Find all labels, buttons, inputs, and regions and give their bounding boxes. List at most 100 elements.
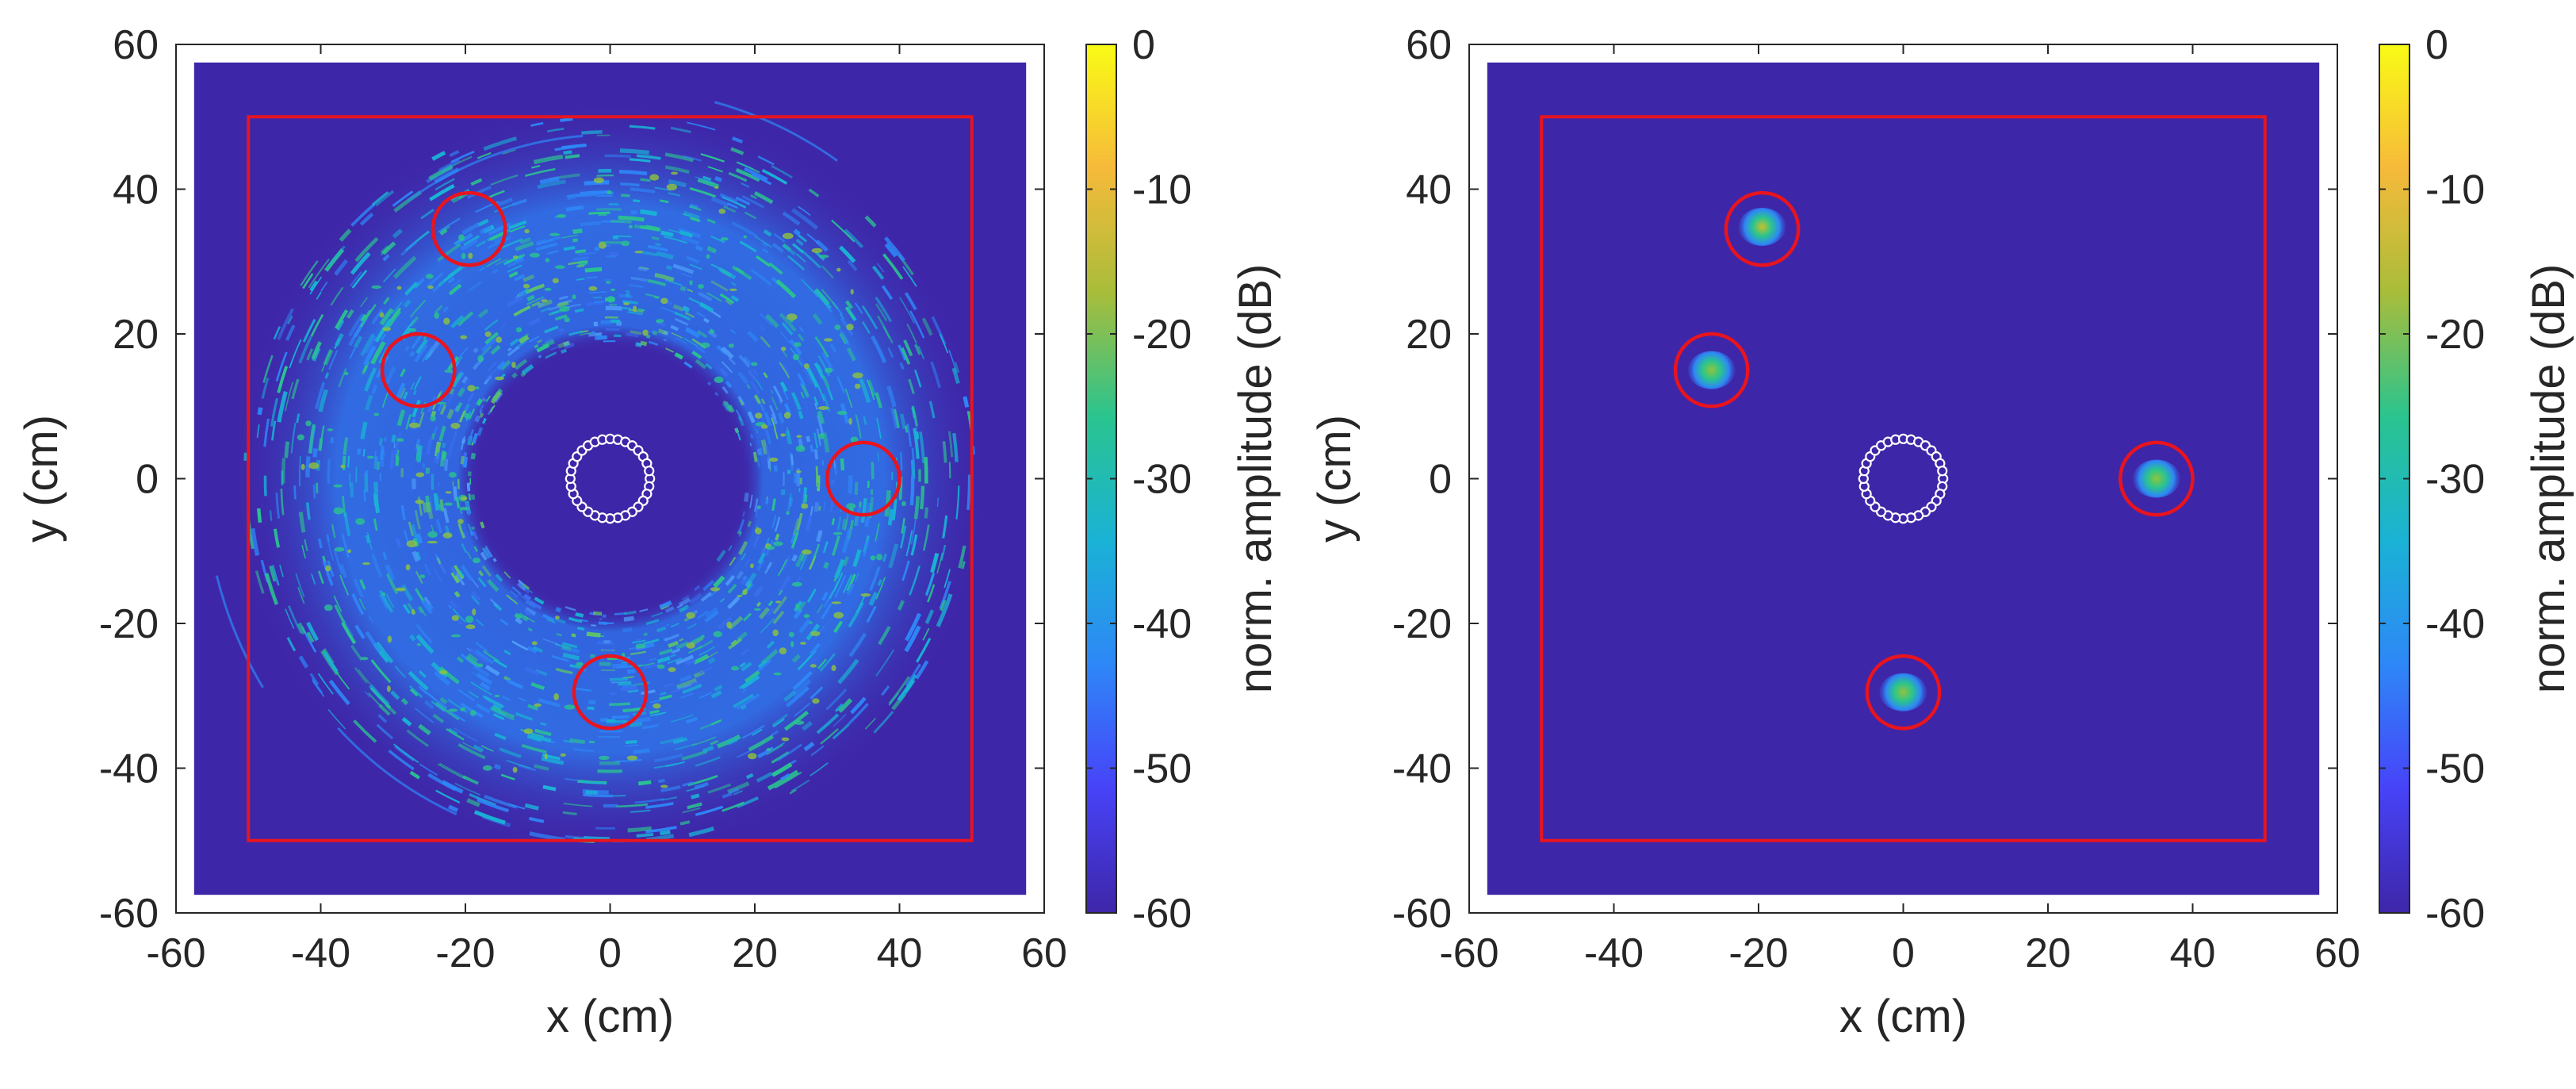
- speckle-arc: [404, 345, 411, 352]
- speckle-arc: [569, 738, 585, 744]
- speckle-arc: [909, 565, 921, 596]
- speckle-arc: [551, 654, 569, 662]
- speckle-arc: [449, 388, 455, 395]
- speckle-arc: [875, 392, 882, 408]
- speckle-arc: [767, 600, 774, 607]
- speckle-arc: [710, 197, 729, 208]
- speckle-arc: [645, 619, 660, 626]
- speckle-arc: [722, 792, 733, 799]
- speckle-arc: [534, 596, 545, 605]
- speckle-arc: [772, 610, 785, 625]
- speckle-bright: [848, 417, 852, 425]
- speckle-arc: [358, 598, 366, 611]
- speckle-arc: [552, 310, 560, 315]
- speckle-arc: [566, 193, 584, 197]
- speckle-arc: [630, 650, 646, 655]
- speckle-arc: [374, 190, 395, 207]
- speckle-arc: [832, 723, 850, 740]
- speckle-arc: [475, 641, 488, 653]
- speckle-arc: [699, 719, 722, 730]
- speckle-arc: [761, 169, 788, 185]
- speckle-arc: [762, 247, 769, 254]
- speckle-arc: [555, 668, 573, 675]
- speckle-arc: [689, 186, 717, 198]
- speckle-arc: [493, 658, 507, 669]
- speckle-arc: [792, 518, 799, 536]
- speckle-bright: [434, 312, 440, 319]
- speckle-arc: [654, 186, 671, 191]
- speckle-arc: [821, 603, 833, 619]
- speckle-arc: [385, 573, 399, 595]
- speckle-arc: [785, 430, 793, 445]
- speckle-bright: [794, 342, 802, 347]
- speckle-arc: [588, 291, 607, 294]
- speckle-arc: [457, 387, 465, 397]
- speckle-arc: [537, 339, 542, 344]
- speckle-arc: [400, 697, 409, 706]
- speckle-arc: [447, 443, 454, 458]
- speckle-arc: [371, 309, 384, 325]
- speckle-arc: [814, 402, 818, 410]
- speckle-bright: [714, 376, 724, 383]
- speckle-arc: [518, 696, 527, 702]
- speckle-arc: [410, 299, 427, 318]
- speckle-arc: [958, 545, 966, 569]
- speckle-arc: [415, 570, 423, 585]
- speckle-bright: [621, 240, 630, 247]
- speckle-bright: [438, 669, 448, 675]
- speckle-arc: [884, 243, 898, 258]
- speckle-arc: [621, 661, 633, 664]
- speckle-arc: [548, 305, 560, 311]
- speckle-bright: [406, 540, 417, 548]
- speckle-arc: [647, 278, 667, 286]
- speckle-arc: [606, 719, 628, 724]
- speckle-arc: [749, 380, 760, 395]
- speckle-arc: [808, 188, 820, 197]
- speckle-arc: [442, 305, 450, 313]
- speckle-arc: [660, 230, 674, 238]
- speckle-arc: [770, 389, 774, 394]
- speckle-arc: [629, 158, 651, 163]
- speckle-arc: [533, 154, 564, 165]
- speckle-arc: [406, 729, 429, 747]
- roi-square: [1540, 115, 2267, 842]
- speckle-arc: [757, 155, 775, 166]
- speckle-bright: [450, 634, 461, 638]
- speckle-arc: [334, 259, 349, 276]
- speckle-arc: [431, 700, 446, 712]
- target-circle: [1724, 190, 1801, 267]
- speckle-arc: [418, 412, 425, 428]
- speckle-bright: [297, 434, 304, 441]
- speckle-arc: [654, 272, 675, 282]
- speckle-arc: [748, 734, 775, 752]
- speckle-bright: [531, 641, 538, 646]
- speckle-bright: [564, 317, 570, 323]
- y-tick-label: 20: [1406, 312, 1452, 358]
- speckle-bright: [340, 464, 346, 469]
- speckle-arc: [350, 645, 363, 661]
- speckle-arc: [500, 773, 515, 780]
- speckle-arc: [487, 361, 498, 372]
- speckle-arc: [774, 771, 802, 789]
- speckle-bright: [512, 766, 518, 773]
- speckle-arc: [431, 661, 449, 678]
- speckle-arc: [697, 330, 708, 339]
- speckle-arc: [625, 292, 630, 297]
- speckle-arc: [825, 688, 848, 711]
- speckle-arc: [526, 296, 545, 305]
- speckle-arc: [760, 439, 768, 455]
- speckle-bright: [495, 376, 504, 381]
- speckle-arc: [687, 121, 716, 131]
- speckle-arc: [364, 691, 371, 698]
- speckle-arc: [772, 596, 787, 615]
- speckle-arc: [649, 709, 660, 715]
- speckle-bright: [743, 235, 748, 239]
- x-tick-label: -20: [1728, 930, 1788, 976]
- speckle-arc: [472, 530, 479, 540]
- speckle-arc: [782, 389, 789, 401]
- speckle-arc: [568, 330, 583, 336]
- speckle-bright: [791, 581, 802, 587]
- speckle-arc: [528, 816, 545, 823]
- colorbar-tick-label: -30: [1132, 457, 1192, 503]
- speckle-bright: [810, 664, 817, 668]
